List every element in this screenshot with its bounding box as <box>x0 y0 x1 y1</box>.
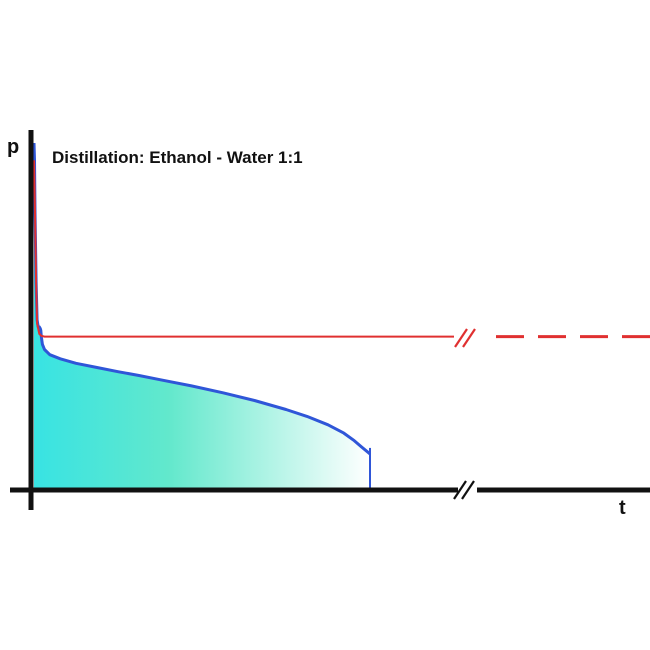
y-axis-label: p <box>7 136 19 158</box>
x-axis-label: t <box>619 497 626 519</box>
series-area-fill <box>34 143 370 490</box>
plot-area <box>32 142 650 490</box>
chart-title: Distillation: Ethanol - Water 1:1 <box>52 148 303 167</box>
reference-line-break-mark <box>454 328 476 348</box>
reference-line <box>33 160 454 338</box>
x-axis-break-mark <box>453 480 475 500</box>
